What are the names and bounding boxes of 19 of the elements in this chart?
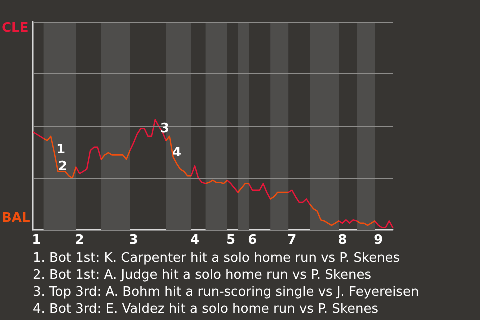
annotation: 1 <box>56 142 66 158</box>
x-tick-label: 4 <box>190 233 200 248</box>
text: BAL <box>2 211 30 226</box>
x-tick-label: 1 <box>32 233 42 248</box>
x-tick-label: 2 <box>75 233 84 248</box>
text: CLE <box>2 21 29 36</box>
x-tick-label: 6 <box>248 233 258 248</box>
x-tick-label: 5 <box>226 233 236 248</box>
annotation: 2 <box>58 160 68 174</box>
x-tick-label: 8 <box>338 233 348 248</box>
text: 2. Bot 1st: A. Judge hit a solo home run vs P. Skenes <box>33 268 372 283</box>
x-tick-label: 7 <box>288 233 297 248</box>
text: 3. Top 3rd: A. Bohm hit a run-scoring single vs J. Feyereisen <box>33 285 420 300</box>
text: 4. Bot 3rd: E. Valdez hit a solo home run vs P. Skenes <box>33 302 379 317</box>
text: 1. Bot 1st: K. Carpenter hit a solo home run vs P. Skenes <box>33 251 400 266</box>
annotation: 3 <box>160 122 170 136</box>
x-tick-label: 9 <box>374 233 384 248</box>
annotation: 4 <box>172 146 182 160</box>
x-tick-label: 3 <box>129 233 138 248</box>
